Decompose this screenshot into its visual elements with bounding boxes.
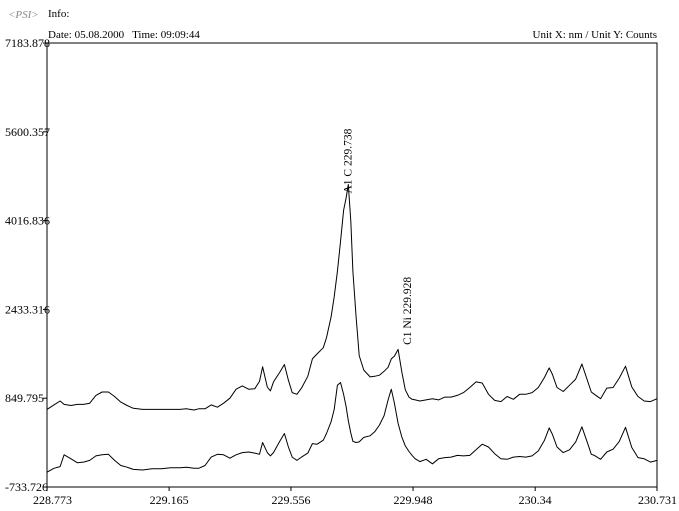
peak-annotation: A1 C 229.738	[343, 128, 355, 193]
x-tick-label: 229.948	[394, 493, 433, 507]
x-tick-label: 229.165	[150, 493, 189, 507]
x-tick-label: 229.556	[271, 493, 310, 507]
spectrum-line-1	[46, 184, 658, 411]
date-text: Date: 05.08.2000	[48, 29, 125, 41]
psi-logo: <PSI>	[8, 9, 39, 21]
plot-frame	[46, 42, 658, 488]
y-tick-label: 7183.878	[5, 36, 50, 50]
x-tick-label: 228.773	[33, 493, 72, 507]
y-tick-label: 4016.836	[5, 214, 50, 228]
y-tick-label: -733.726	[5, 480, 48, 494]
y-tick-label: 5600.357	[5, 125, 50, 139]
spectrum-line-2	[46, 382, 658, 473]
peak-annotation: C1 Ni 229.928	[402, 277, 414, 345]
x-tick-label: 230.731	[638, 493, 677, 507]
x-tick-label: 230.34	[519, 493, 552, 507]
y-tick-label: 2433.316	[5, 302, 50, 316]
y-tick-label: 849.795	[5, 391, 44, 405]
date-time-line: Date: 05.08.2000 Time: 09:09:44	[48, 29, 200, 41]
info-label: Info:	[48, 8, 70, 20]
time-text: Time: 09:09:44	[132, 29, 200, 41]
units-label: Unit X: nm / Unit Y: Counts	[532, 29, 657, 41]
